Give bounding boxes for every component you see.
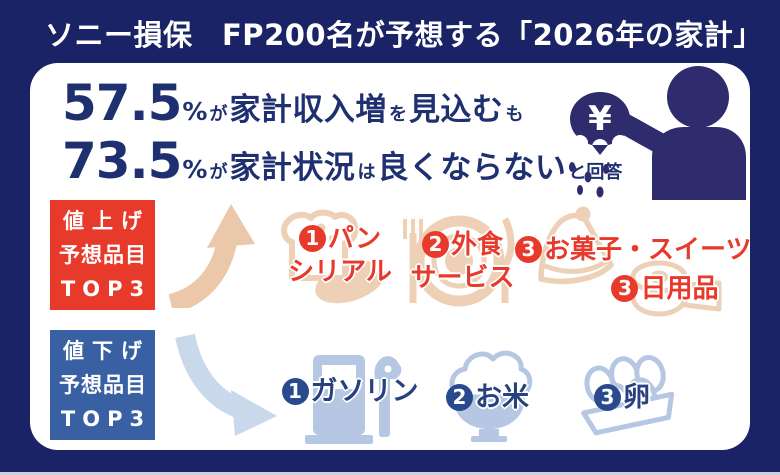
decrease-item-2: 2 お米 xyxy=(430,381,545,414)
rice-bowl-icon xyxy=(449,350,533,442)
increase-item-3: 3 お菓子・スイーツ xyxy=(515,234,750,267)
page-title: ソニー損保 FP200名が予想する「2026年の家計」 xyxy=(45,18,763,52)
rank-badge: 1 xyxy=(281,378,309,405)
person-squeezing-purse-icon: ¥ xyxy=(569,66,746,200)
cake-slice-icon xyxy=(538,206,614,285)
dining-plate-icon xyxy=(403,215,515,307)
rank-badge: 1 xyxy=(298,225,326,252)
stat-value: 57.5 xyxy=(62,74,182,132)
content-card: 57.5% が家計収入増 を見込むも 73.5% が家計状況 は良くならない と回答 ¥ … xyxy=(30,63,750,450)
bottom-edge-line xyxy=(0,472,780,475)
gas-pump-icon xyxy=(305,355,402,444)
stat-no-improvement: 73.5% が家計状況 は良くならない と回答 xyxy=(62,132,623,190)
rank-badge: 3 xyxy=(515,236,542,263)
increase-item-1: 1 パン シリアル xyxy=(288,224,392,287)
decrease-item-1: 1 ガソリン xyxy=(270,375,430,408)
rank-badge: 2 xyxy=(421,231,449,258)
down-arrow-icon xyxy=(175,333,277,436)
up-arrow-icon xyxy=(168,204,255,308)
price-increase-label: 値上げ 予想品目 TOP3 xyxy=(50,200,155,310)
rank-badge: 3 xyxy=(611,275,639,302)
price-decrease-label: 値下げ 予想品目 TOP3 xyxy=(50,330,155,440)
rank-badge: 3 xyxy=(594,384,621,411)
stat-value: 73.5 xyxy=(62,132,182,190)
stat-income-increase: 57.5% が家計収入増 を見込むも xyxy=(62,74,524,132)
toilet-paper-icon xyxy=(630,260,722,317)
increase-item-4: 3 日用品 xyxy=(590,273,740,306)
increase-item-2: 2 外食 サービス xyxy=(410,230,515,293)
rank-badge: 2 xyxy=(446,384,473,411)
yen-symbol: ¥ xyxy=(588,99,612,139)
